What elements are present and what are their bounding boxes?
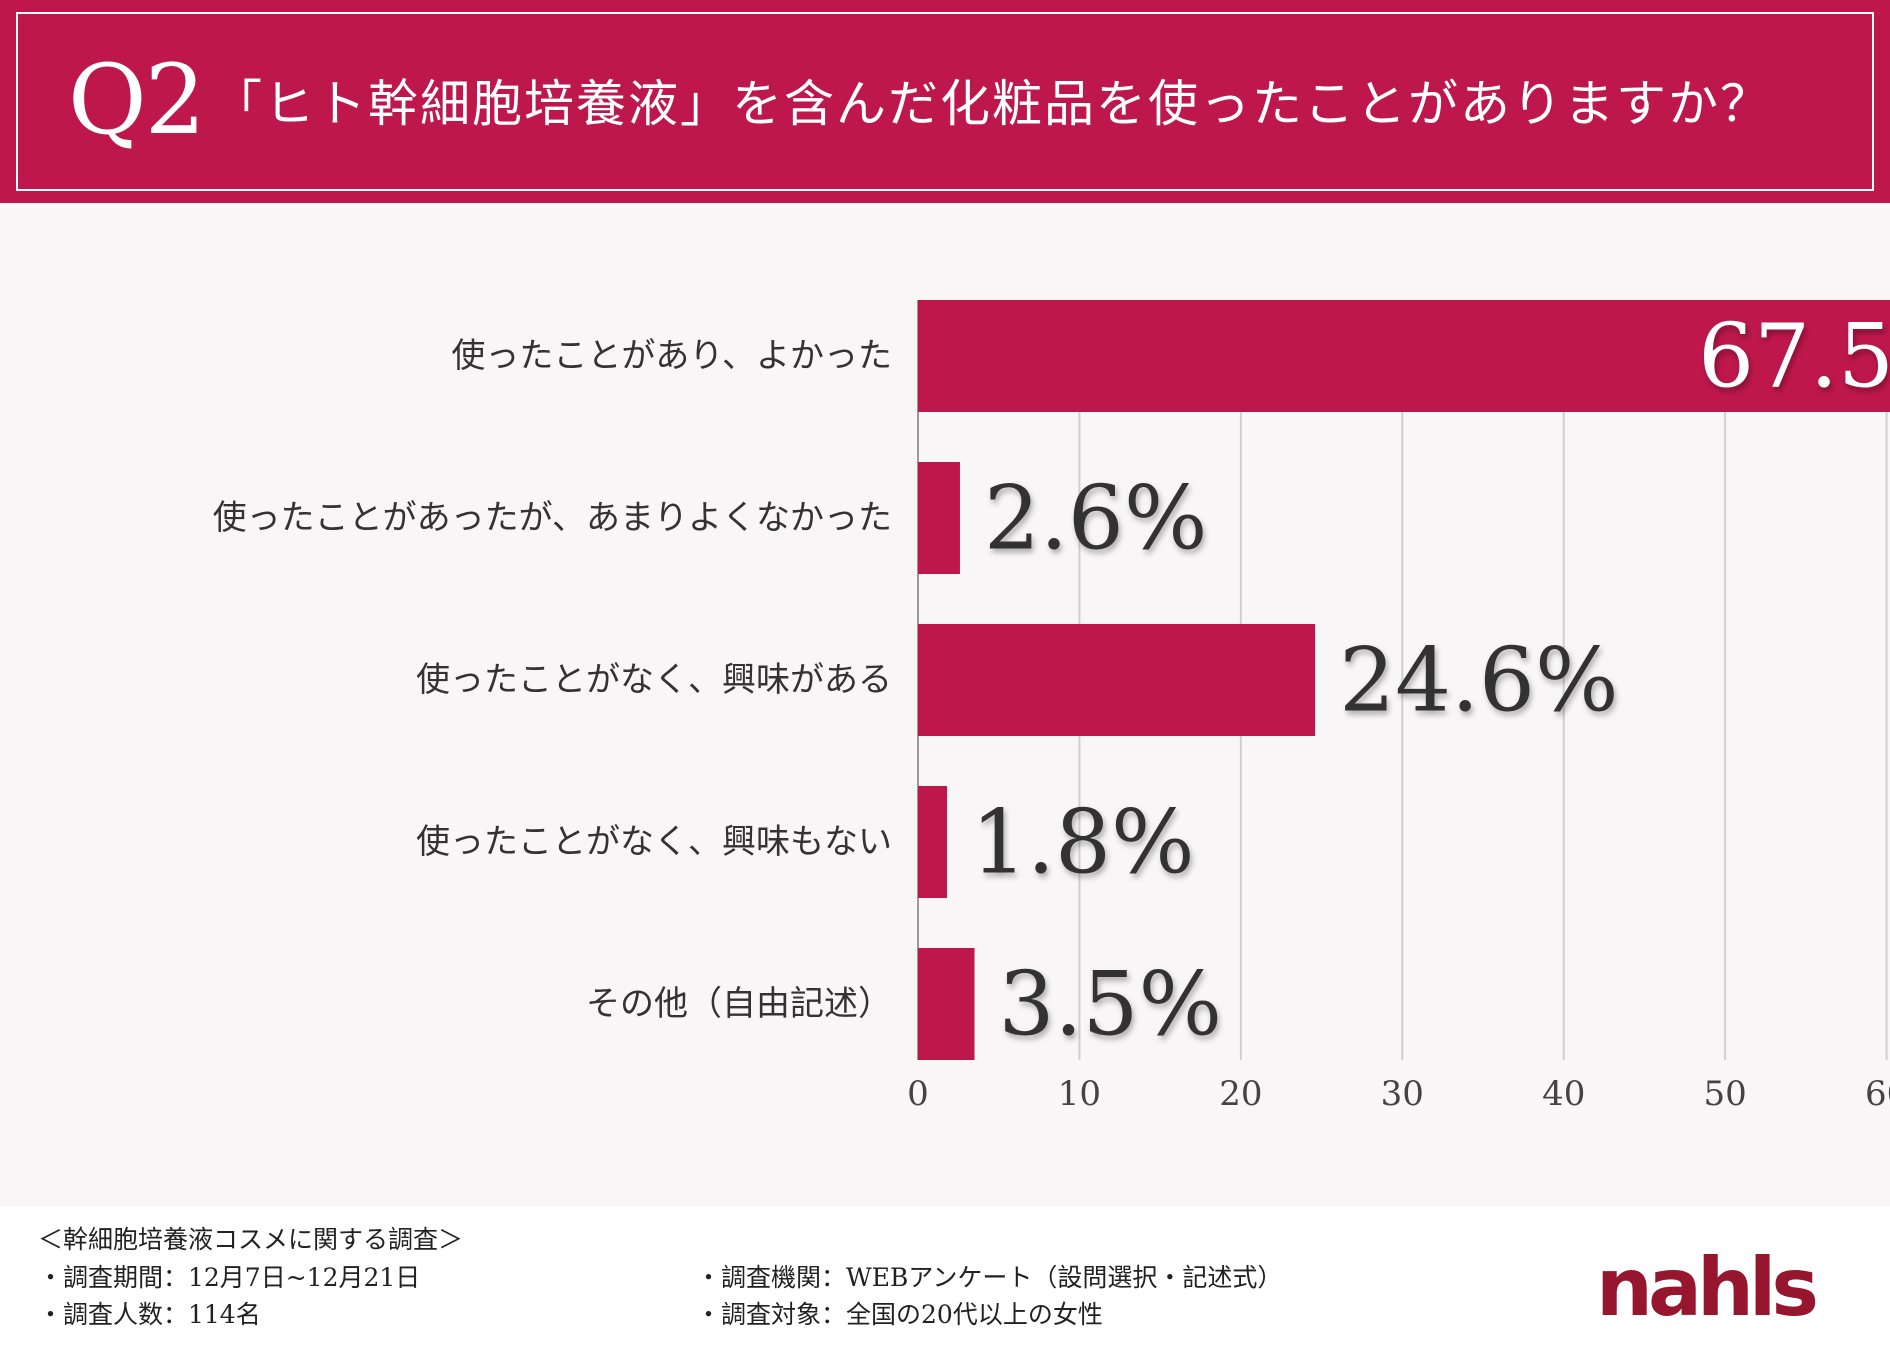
x-axis-ticks: 010203040506070 — [907, 1074, 1890, 1114]
nahls-logo: nahls — [1596, 1241, 1819, 1334]
x-tick-label: 60 — [1865, 1074, 1890, 1114]
bars — [918, 300, 1890, 1060]
survey-period: ・調査期間：12月7日~12月21日 — [38, 1263, 421, 1292]
x-tick-label: 50 — [1704, 1074, 1747, 1114]
data-labels: 67.5% 2.6% 24.6% 1.8% 3.5% — [971, 305, 1890, 1056]
x-tick-label: 10 — [1058, 1074, 1101, 1114]
category-labels: 使ったことがあり、よかった使ったことがあったが、あまりよくなかった使ったことがな… — [213, 336, 892, 1024]
question-number: Q2 — [68, 44, 206, 156]
header-frame — [16, 12, 1874, 191]
category-label: 使ったことがあり、よかった — [451, 336, 892, 376]
bar — [918, 624, 1316, 736]
survey-respondents: ・調査人数：114名 — [38, 1300, 261, 1329]
bar-chart: 使ったことがあり、よかった使ったことがあったが、あまりよくなかった使ったことがな… — [213, 300, 1890, 1114]
question-text: 「ヒト幹細胞培養液」を含んだ化粧品を使ったことがありますか？ — [212, 75, 1772, 133]
bar — [918, 786, 948, 898]
x-tick-label: 40 — [1542, 1074, 1585, 1114]
data-label: 2.6% — [984, 467, 1208, 570]
survey-target: ・調査対象：全国の20代以上の女性 — [696, 1300, 1103, 1329]
survey-organization: ・調査機関：WEBアンケート（設問選択・記述式） — [696, 1263, 1283, 1292]
data-label: 24.6% — [1339, 629, 1619, 732]
survey-footer — [0, 1206, 1890, 1350]
x-tick-label: 0 — [907, 1074, 929, 1114]
bar — [918, 300, 1890, 412]
x-tick-label: 20 — [1219, 1074, 1262, 1114]
category-label: 使ったことがなく、興味がある — [416, 660, 892, 700]
data-label: 67.5% — [1698, 305, 1890, 408]
category-label: 使ったことがあったが、あまりよくなかった — [213, 498, 892, 538]
bar — [918, 462, 960, 574]
category-label: 使ったことがなく、興味もない — [416, 822, 892, 862]
survey-title: ＜幹細胞培養液コスメに関する調査＞ — [38, 1225, 464, 1254]
data-label: 1.8% — [971, 791, 1195, 894]
x-tick-label: 30 — [1381, 1074, 1424, 1114]
data-label: 3.5% — [999, 953, 1223, 1056]
category-label: その他（自由記述） — [586, 984, 892, 1024]
gridlines — [917, 300, 1888, 1060]
bar — [918, 948, 975, 1060]
question-header: Q2 「ヒト幹細胞培養液」を含んだ化粧品を使ったことがありますか？ — [0, 0, 1890, 203]
